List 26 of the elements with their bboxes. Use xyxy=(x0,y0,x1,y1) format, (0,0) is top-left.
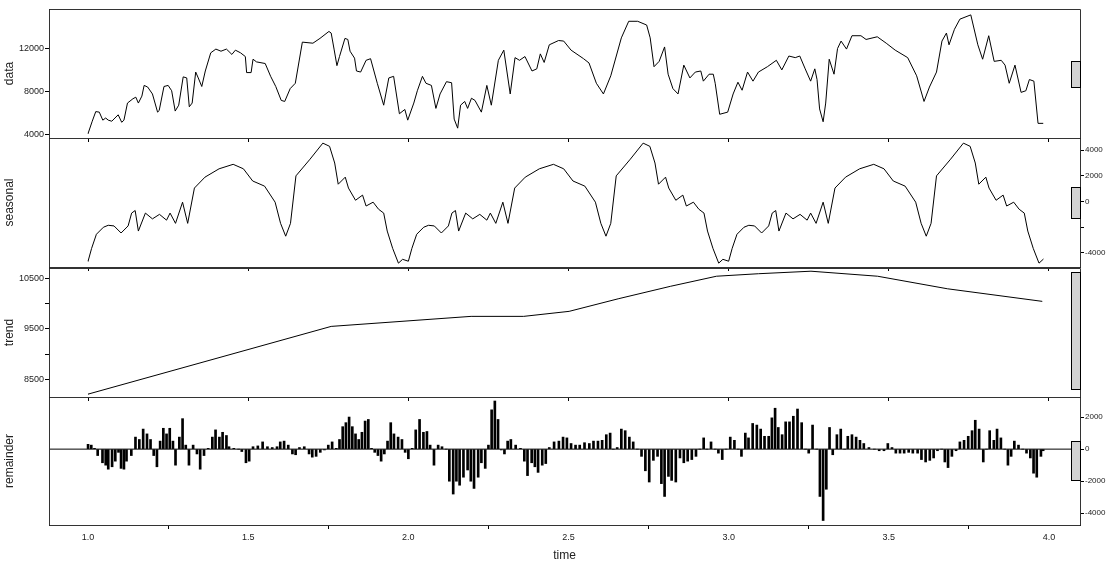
y-tick-label: 4000 xyxy=(23,128,44,139)
y-axis-title: remainder xyxy=(1,433,16,489)
y2-tick-label: 0 xyxy=(1085,196,1090,206)
y-axis-title: data xyxy=(1,61,16,86)
y-tick-label: 8000 xyxy=(23,85,44,96)
y-tick-label: 12000 xyxy=(18,43,44,54)
y-axis-title: trend xyxy=(1,318,16,347)
x-axis-title: time xyxy=(553,548,577,563)
y2-tick-label: 2000 xyxy=(1085,171,1104,181)
x-tick-label: 1.5 xyxy=(241,531,255,542)
y-axis-title: seasonal xyxy=(1,178,16,227)
x-tick-label: 3.5 xyxy=(882,531,896,542)
y2-tick-label: 2000 xyxy=(1085,412,1104,422)
y2-tick-label: -2000 xyxy=(1085,476,1107,486)
x-tick-label: 2.0 xyxy=(402,531,415,542)
x-tick-label: 2.5 xyxy=(562,531,575,542)
x-tick-label: 4.0 xyxy=(1042,531,1056,542)
y2-tick-label: -4000 xyxy=(1085,508,1107,518)
x-tick-label: 3.0 xyxy=(722,531,735,542)
y2-tick-label: 4000 xyxy=(1085,145,1104,155)
x-tick-label: 1.0 xyxy=(81,531,95,542)
y2-tick-label: 0 xyxy=(1085,444,1090,454)
y-tick-label: 9500 xyxy=(23,323,44,334)
y2-tick-label: -4000 xyxy=(1085,248,1107,258)
y-tick-label: 8500 xyxy=(23,373,44,384)
y-tick-label: 10500 xyxy=(18,273,44,284)
